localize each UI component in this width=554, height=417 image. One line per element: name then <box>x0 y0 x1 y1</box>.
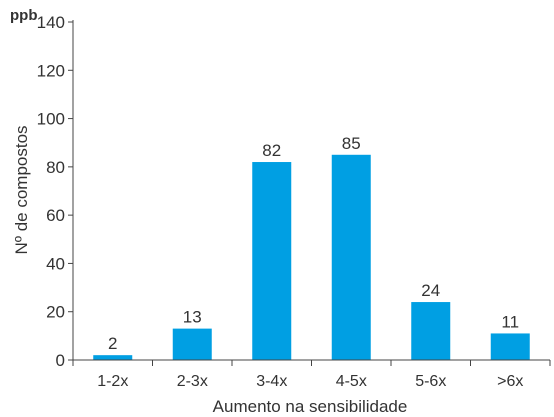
bar->6x <box>490 333 530 360</box>
x-tick-label: 4-5x <box>336 373 367 390</box>
corner-label: ppb <box>10 7 38 24</box>
bar-5-6x <box>411 302 451 360</box>
y-tick-label: 100 <box>37 110 65 129</box>
y-axis-title: Nº de compostos <box>12 125 31 254</box>
x-tick-label: 5-6x <box>415 373 446 390</box>
x-tick-label: 1-2x <box>97 373 128 390</box>
y-tick-label: 20 <box>46 303 65 322</box>
x-tick-label: >6x <box>497 373 523 390</box>
x-axis-title: Aumento na sensibilidade <box>213 397 408 416</box>
x-axis-ticks: 1-2x 2-3x 3-4x 4-5x 5-6x >6x <box>72 360 551 390</box>
bar-1-2x <box>93 355 133 360</box>
y-tick-label: 40 <box>46 254 65 273</box>
bar-value-label: 24 <box>421 281 440 300</box>
y-tick-label: 120 <box>37 61 65 80</box>
y-tick-label: 80 <box>46 158 65 177</box>
x-tick-label: 2-3x <box>177 373 208 390</box>
bar-value-label: 11 <box>501 312 519 331</box>
bar-3-4x <box>252 162 292 360</box>
bar-value-label: 82 <box>262 141 281 160</box>
bar-4-5x <box>331 154 371 360</box>
bar-value-label: 2 <box>108 334 117 353</box>
x-tick-label: 3-4x <box>256 373 287 390</box>
bar-value-label: 85 <box>342 134 361 153</box>
y-tick-label: 140 <box>37 13 65 32</box>
y-axis-ticks: 0 20 40 60 80 100 120 140 <box>37 13 73 370</box>
bar-value-label: 13 <box>183 308 202 327</box>
y-tick-label: 60 <box>46 206 65 225</box>
y-tick-label: 0 <box>56 351 65 370</box>
bars-group: 2 13 82 85 24 11 <box>93 134 530 360</box>
bar-2-3x <box>172 328 212 360</box>
